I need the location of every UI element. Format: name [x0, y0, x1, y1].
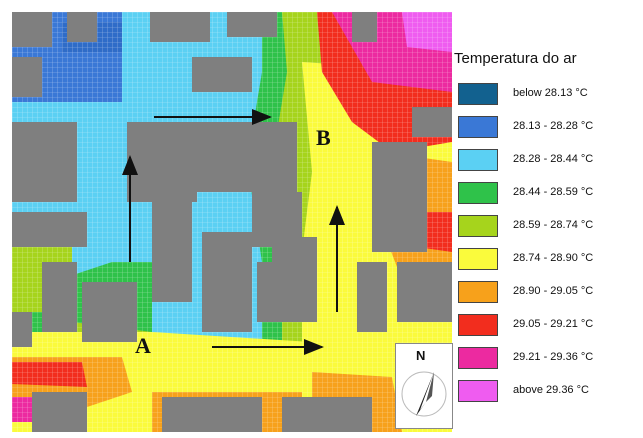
- legend-label: 29.05 - 29.21 °C: [513, 318, 594, 330]
- compass-north-label: N: [416, 348, 426, 363]
- legend-item: 28.44 - 28.59 °C: [458, 179, 638, 209]
- legend-label: above 29.36 °C: [513, 384, 589, 396]
- legend-swatch: [458, 347, 498, 369]
- flow-arrows: [122, 109, 345, 355]
- compass-rose: N: [395, 343, 453, 429]
- legend-label: 28.74 - 28.90 °C: [513, 252, 594, 264]
- legend-swatch: [458, 83, 498, 105]
- legend-swatch: [458, 116, 498, 138]
- point-a-label: A: [135, 333, 151, 358]
- legend-item: 28.90 - 29.05 °C: [458, 278, 638, 308]
- legend-swatch: [458, 182, 498, 204]
- legend-label: below 28.13 °C: [513, 87, 588, 99]
- legend-item: below 28.13 °C: [458, 80, 638, 110]
- point-b-label: B: [316, 125, 331, 150]
- legend-label: 28.28 - 28.44 °C: [513, 153, 594, 165]
- legend-item: 28.59 - 28.74 °C: [458, 212, 638, 242]
- map-svg: [12, 12, 452, 432]
- legend-label: 28.90 - 29.05 °C: [513, 285, 594, 297]
- legend-label: 28.13 - 28.28 °C: [513, 120, 594, 132]
- north-arrow-icon: [401, 371, 447, 417]
- legend-swatch: [458, 380, 498, 402]
- legend-item: 28.74 - 28.90 °C: [458, 245, 638, 275]
- legend-item: 29.05 - 29.21 °C: [458, 311, 638, 341]
- legend-swatch: [458, 215, 498, 237]
- legend-item: 28.28 - 28.44 °C: [458, 146, 638, 176]
- legend-item: 28.13 - 28.28 °C: [458, 113, 638, 143]
- legend-swatch: [458, 281, 498, 303]
- temperature-map: A B: [12, 12, 452, 432]
- buildings: [12, 12, 452, 432]
- legend-label: 28.44 - 28.59 °C: [513, 186, 594, 198]
- legend-label: 28.59 - 28.74 °C: [513, 219, 594, 231]
- legend-swatch: [458, 248, 498, 270]
- legend-label: 29.21 - 29.36 °C: [513, 351, 594, 363]
- legend-swatch: [458, 314, 498, 336]
- legend-title: Temperatura do ar: [454, 50, 577, 67]
- legend-swatch: [458, 149, 498, 171]
- legend-item: above 29.36 °C: [458, 377, 638, 407]
- legend-item: 29.21 - 29.36 °C: [458, 344, 638, 374]
